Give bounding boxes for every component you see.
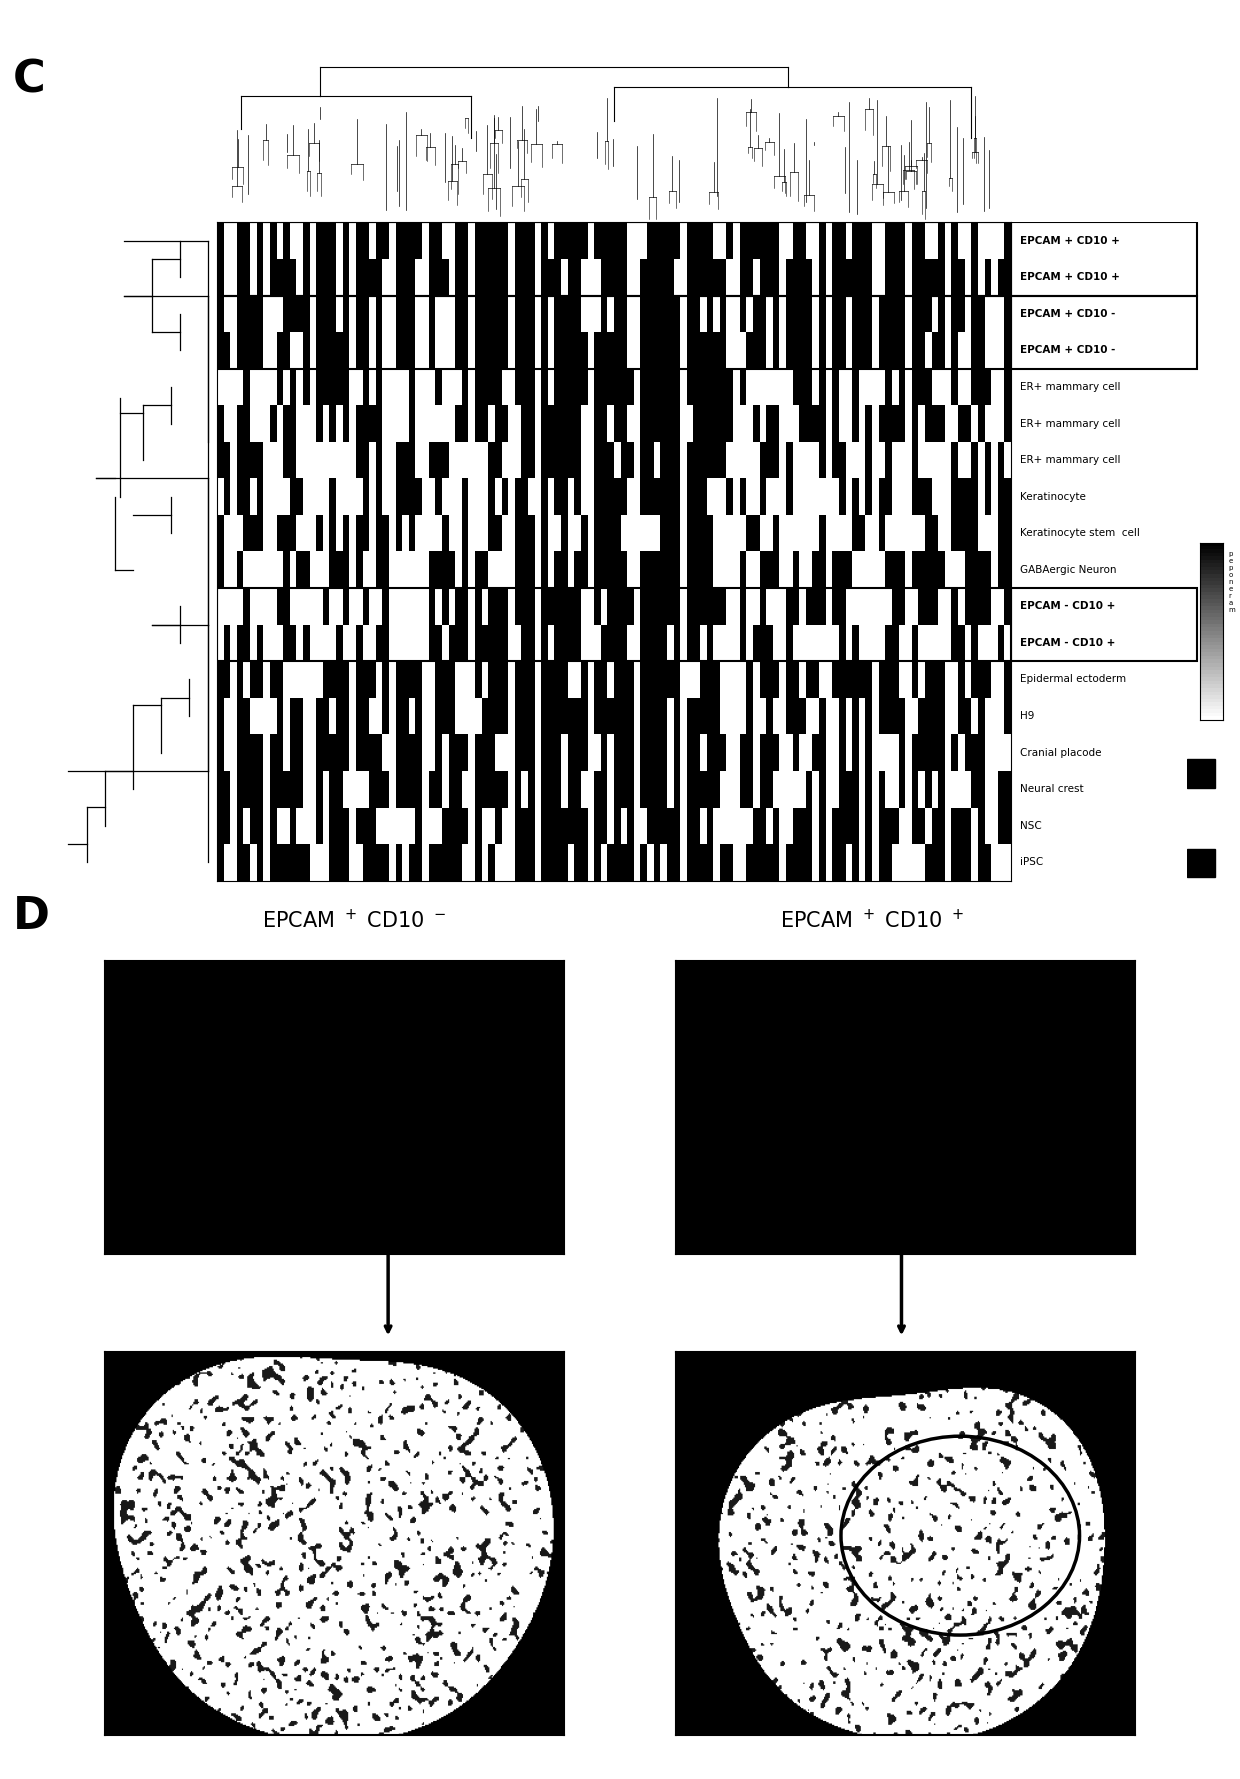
Text: Neural crest: Neural crest bbox=[1021, 785, 1084, 793]
Text: H9: H9 bbox=[1021, 712, 1034, 720]
Text: p
e
p
o
n
e
r
a
m: p e p o n e r a m bbox=[1229, 551, 1235, 614]
Text: iPSC: iPSC bbox=[1021, 857, 1044, 868]
Bar bbox=[1187, 760, 1215, 788]
Text: EPCAM + CD10 +: EPCAM + CD10 + bbox=[1021, 235, 1120, 246]
Text: EPCAM + CD10 -: EPCAM + CD10 - bbox=[1021, 345, 1116, 356]
Text: EPCAM + CD10 +: EPCAM + CD10 + bbox=[1021, 272, 1120, 283]
Text: EPCAM $^+$ CD10 $^+$: EPCAM $^+$ CD10 $^+$ bbox=[780, 909, 965, 932]
Text: EPCAM - CD10 +: EPCAM - CD10 + bbox=[1021, 639, 1116, 648]
Text: Keratinocyte stem  cell: Keratinocyte stem cell bbox=[1021, 528, 1140, 539]
Bar bbox=[1011, 295, 1197, 368]
Text: Epidermal ectoderm: Epidermal ectoderm bbox=[1021, 674, 1126, 685]
Bar bbox=[1011, 589, 1197, 662]
Text: ER+ mammary cell: ER+ mammary cell bbox=[1021, 382, 1121, 391]
Bar bbox=[1187, 849, 1215, 877]
Text: C: C bbox=[12, 59, 45, 101]
Text: GABAergic Neuron: GABAergic Neuron bbox=[1021, 564, 1117, 575]
Text: EPCAM + CD10 -: EPCAM + CD10 - bbox=[1021, 310, 1116, 318]
Text: ER+ mammary cell: ER+ mammary cell bbox=[1021, 455, 1121, 464]
Text: EPCAM $^+$ CD10 $^-$: EPCAM $^+$ CD10 $^-$ bbox=[262, 909, 446, 932]
Text: D: D bbox=[12, 895, 50, 938]
Text: ER+ mammary cell: ER+ mammary cell bbox=[1021, 418, 1121, 429]
Text: Cranial placode: Cranial placode bbox=[1021, 747, 1101, 758]
Text: Keratinocyte: Keratinocyte bbox=[1021, 491, 1086, 502]
Bar bbox=[217, 222, 1011, 295]
Text: EPCAM - CD10 +: EPCAM - CD10 + bbox=[1021, 601, 1116, 612]
Bar bbox=[1011, 222, 1197, 295]
Text: NSC: NSC bbox=[1021, 820, 1042, 831]
Bar bbox=[217, 295, 1011, 368]
Bar bbox=[217, 589, 1011, 662]
